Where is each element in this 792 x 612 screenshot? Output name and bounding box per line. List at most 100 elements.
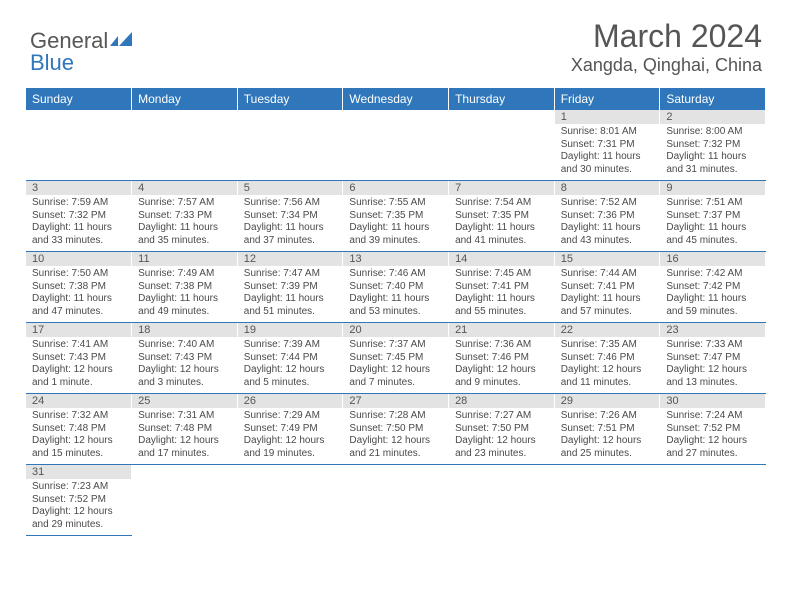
day-cell: Sunrise: 8:00 AMSunset: 7:32 PMDaylight:… — [660, 124, 766, 181]
day-number: 16 — [660, 252, 766, 267]
sunset-line: Sunset: 7:35 PM — [349, 210, 442, 223]
sunrise-line: Sunrise: 7:54 AM — [455, 197, 548, 210]
day-number: 2 — [660, 110, 766, 124]
daylight-line: Daylight: 12 hours and 21 minutes. — [349, 435, 442, 460]
daylight-line: Daylight: 12 hours and 5 minutes. — [244, 364, 337, 389]
sunset-line: Sunset: 7:46 PM — [455, 352, 548, 365]
day-cell: Sunrise: 7:41 AMSunset: 7:43 PMDaylight:… — [26, 337, 132, 394]
sunrise-line: Sunrise: 7:33 AM — [666, 339, 759, 352]
sunset-line: Sunset: 7:50 PM — [349, 423, 442, 436]
day-cell: Sunrise: 7:35 AMSunset: 7:46 PMDaylight:… — [554, 337, 660, 394]
day-number: 25 — [132, 394, 238, 409]
empty-cell — [343, 124, 449, 181]
day-number: 27 — [343, 394, 449, 409]
daylight-line: Daylight: 12 hours and 3 minutes. — [138, 364, 231, 389]
sunset-line: Sunset: 7:34 PM — [244, 210, 337, 223]
sunrise-line: Sunrise: 7:39 AM — [244, 339, 337, 352]
day-header: Friday — [554, 88, 660, 110]
daylight-line: Daylight: 12 hours and 13 minutes. — [666, 364, 759, 389]
daylight-line: Daylight: 11 hours and 57 minutes. — [561, 293, 654, 318]
logo: General — [30, 18, 136, 54]
day-cell: Sunrise: 7:39 AMSunset: 7:44 PMDaylight:… — [237, 337, 343, 394]
sunrise-line: Sunrise: 7:47 AM — [244, 268, 337, 281]
day-cell: Sunrise: 7:26 AMSunset: 7:51 PMDaylight:… — [554, 408, 660, 465]
day-cell: Sunrise: 7:59 AMSunset: 7:32 PMDaylight:… — [26, 195, 132, 252]
day-cell: Sunrise: 7:47 AMSunset: 7:39 PMDaylight:… — [237, 266, 343, 323]
day-cell: Sunrise: 7:40 AMSunset: 7:43 PMDaylight:… — [132, 337, 238, 394]
sunset-line: Sunset: 7:48 PM — [32, 423, 125, 436]
day-cell: Sunrise: 7:28 AMSunset: 7:50 PMDaylight:… — [343, 408, 449, 465]
sunset-line: Sunset: 7:32 PM — [666, 139, 759, 152]
content-row: Sunrise: 7:50 AMSunset: 7:38 PM Daylight:… — [26, 266, 766, 323]
sunrise-line: Sunrise: 7:35 AM — [561, 339, 654, 352]
day-cell: Sunrise: 7:32 AMSunset: 7:48 PMDaylight:… — [26, 408, 132, 465]
day-header: Wednesday — [343, 88, 449, 110]
empty-cell — [449, 110, 555, 124]
empty-cell — [449, 465, 555, 480]
sunset-line: Sunset: 7:32 PM — [32, 210, 125, 223]
flag-icon — [110, 32, 136, 50]
day-number: 21 — [449, 323, 555, 338]
empty-cell — [343, 479, 449, 536]
daylight-line: Daylight: 11 hours and 55 minutes. — [455, 293, 548, 318]
daynum-row: 24252627282930 — [26, 394, 766, 409]
day-cell: Sunrise: 7:51 AMSunset: 7:37 PMDaylight:… — [660, 195, 766, 252]
day-number: 26 — [237, 394, 343, 409]
sunrise-line: Sunrise: 7:42 AM — [666, 268, 759, 281]
sunset-line: Sunset: 7:44 PM — [244, 352, 337, 365]
daynum-row: 10111213141516 — [26, 252, 766, 267]
day-number: 5 — [237, 181, 343, 196]
day-cell: Sunrise: 7:36 AMSunset: 7:46 PMDaylight:… — [449, 337, 555, 394]
sunrise-line: Sunrise: 7:41 AM — [32, 339, 125, 352]
day-cell: Sunrise: 7:55 AMSunset: 7:35 PMDaylight:… — [343, 195, 449, 252]
empty-cell — [343, 465, 449, 480]
day-header: Tuesday — [237, 88, 343, 110]
sunrise-line: Sunrise: 7:44 AM — [561, 268, 654, 281]
sunrise-line: Sunrise: 7:23 AM — [32, 481, 125, 494]
empty-cell — [449, 479, 555, 536]
daylight-line: Daylight: 12 hours and 25 minutes. — [561, 435, 654, 460]
calendar-table: SundayMondayTuesdayWednesdayThursdayFrid… — [26, 88, 766, 536]
daylight-line: Daylight: 12 hours and 23 minutes. — [455, 435, 548, 460]
day-cell: Sunrise: 7:54 AMSunset: 7:35 PMDaylight:… — [449, 195, 555, 252]
day-number: 31 — [26, 465, 132, 480]
daylight-line: Daylight: 11 hours and 37 minutes. — [244, 222, 337, 247]
day-number: 28 — [449, 394, 555, 409]
sunrise-line: Sunrise: 7:40 AM — [138, 339, 231, 352]
sunrise-line: Sunrise: 7:59 AM — [32, 197, 125, 210]
empty-cell — [660, 479, 766, 536]
sunset-line: Sunset: 7:48 PM — [138, 423, 231, 436]
logo-text-2: Blue — [30, 50, 74, 76]
day-cell: Sunrise: 7:56 AMSunset: 7:34 PMDaylight:… — [237, 195, 343, 252]
sunrise-line: Sunrise: 7:46 AM — [349, 268, 442, 281]
daylight-line: Daylight: 11 hours and 41 minutes. — [455, 222, 548, 247]
sunrise-line: Sunrise: 7:26 AM — [561, 410, 654, 423]
sunrise-line: Sunrise: 7:27 AM — [455, 410, 548, 423]
day-cell: Sunrise: 7:23 AMSunset: 7:52 PMDaylight:… — [26, 479, 132, 536]
day-cell: Sunrise: 7:42 AMSunset: 7:42 PMDaylight:… — [660, 266, 766, 323]
sunrise-line: Sunrise: 7:49 AM — [138, 268, 231, 281]
sunrise-line: Sunrise: 7:45 AM — [455, 268, 548, 281]
day-number: 6 — [343, 181, 449, 196]
sunrise-line: Sunrise: 7:50 AM — [32, 268, 125, 281]
daylight-line: Daylight: 12 hours and 29 minutes. — [32, 506, 125, 531]
daylight-line: Daylight: 11 hours and 31 minutes. — [666, 151, 759, 176]
sunset-line: Sunset: 7:39 PM — [244, 281, 337, 294]
sunrise-line: Sunrise: 7:29 AM — [244, 410, 337, 423]
sunrise-line: Sunrise: 7:56 AM — [244, 197, 337, 210]
day-number: 29 — [554, 394, 660, 409]
sunset-line: Sunset: 7:38 PM — [32, 281, 125, 294]
day-number: 8 — [554, 181, 660, 196]
day-header: Sunday — [26, 88, 132, 110]
day-number: 3 — [26, 181, 132, 196]
empty-cell — [237, 465, 343, 480]
sunrise-line: Sunrise: 7:36 AM — [455, 339, 548, 352]
day-header: Saturday — [660, 88, 766, 110]
day-cell: Sunrise: 7:29 AMSunset: 7:49 PMDaylight:… — [237, 408, 343, 465]
content-row: Sunrise: 8:01 AMSunset: 7:31 PMDaylight:… — [26, 124, 766, 181]
sunset-line: Sunset: 7:37 PM — [666, 210, 759, 223]
sunset-line: Sunset: 7:52 PM — [666, 423, 759, 436]
sunset-line: Sunset: 7:40 PM — [349, 281, 442, 294]
title-block: March 2024 Xangda, Qinghai, China — [571, 18, 762, 76]
day-cell: Sunrise: 7:37 AMSunset: 7:45 PMDaylight:… — [343, 337, 449, 394]
